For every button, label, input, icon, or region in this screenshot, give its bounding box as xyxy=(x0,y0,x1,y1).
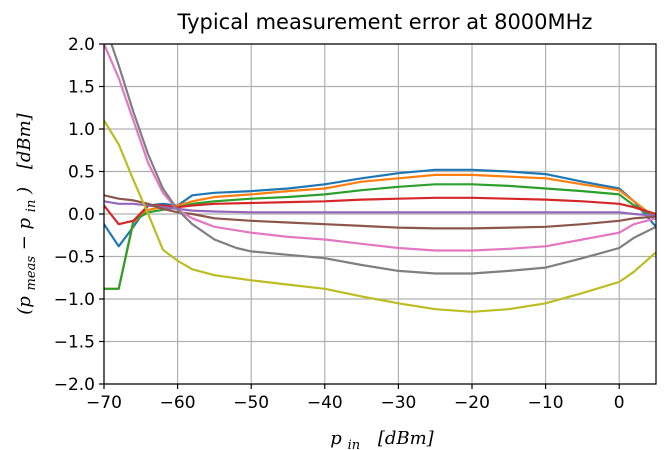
y-axis-ticks: −2.0 −1.5 −1.0 −0.5 0.0 0.5 1.0 1.5 2.0 xyxy=(54,35,104,395)
y-tick-label: 1.0 xyxy=(68,120,95,140)
x-tick-label: −70 xyxy=(86,393,122,413)
x-axis-unit: [dBm] xyxy=(378,428,435,449)
y-axis-mid: − p xyxy=(14,217,35,250)
y-tick-label: 0.5 xyxy=(68,163,95,183)
y-tick-label: −0.5 xyxy=(54,248,95,268)
series-group xyxy=(104,44,656,313)
x-tick-label: −60 xyxy=(160,393,196,413)
y-axis-unit: [dBm] xyxy=(14,112,35,169)
x-axis-var: p xyxy=(330,428,342,449)
x-tick-label: −20 xyxy=(454,393,490,413)
x-tick-label: −30 xyxy=(380,393,416,413)
y-tick-label: 0.0 xyxy=(68,205,95,225)
series-line-9 xyxy=(104,119,656,313)
y-tick-label: 2.0 xyxy=(68,35,95,55)
y-axis-label: (p meas − p in ) [dBm] xyxy=(14,112,40,314)
series-line-1 xyxy=(104,168,656,248)
x-tick-label: −50 xyxy=(233,393,269,413)
series-line-8 xyxy=(110,44,656,275)
y-tick-label: −1.0 xyxy=(54,290,95,310)
series-line-2 xyxy=(104,173,656,290)
x-tick-label: 0 xyxy=(614,393,625,413)
chart-title: Typical measurement error at 8000MHz xyxy=(177,10,593,34)
x-axis-sub: in xyxy=(348,438,361,450)
series-line-3 xyxy=(104,183,656,290)
y-tick-label: 1.5 xyxy=(68,78,95,98)
y-axis-open: (p xyxy=(14,296,35,315)
x-tick-label: −10 xyxy=(528,393,564,413)
x-axis-label: p in [dBm] xyxy=(330,428,434,450)
x-axis-ticks: −70 −60 −50 −40 −30 −20 −10 0 xyxy=(86,384,625,413)
y-axis-close: ) xyxy=(14,187,35,195)
y-tick-label: −2.0 xyxy=(54,375,95,395)
y-axis-sub2: in xyxy=(24,200,39,213)
series-line-6 xyxy=(104,194,656,230)
y-tick-label: −1.5 xyxy=(54,333,95,353)
y-axis-sub1: meas xyxy=(24,256,39,291)
plot-area xyxy=(104,44,656,313)
x-tick-label: −40 xyxy=(307,393,343,413)
series-line-7 xyxy=(104,44,656,252)
